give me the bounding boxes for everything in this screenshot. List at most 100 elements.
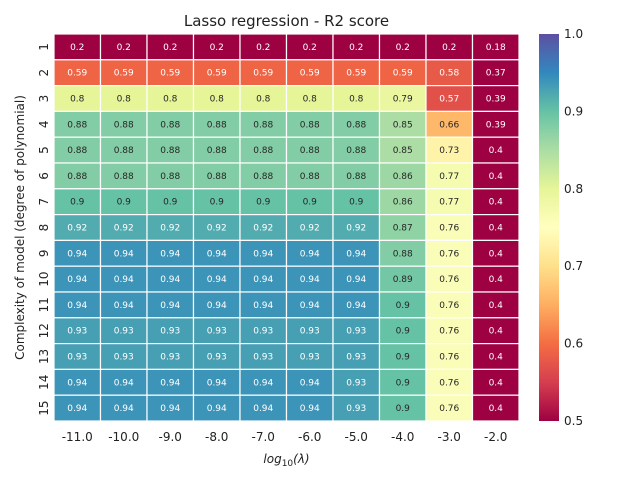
- cell-value-label: 0.88: [114, 120, 134, 130]
- heatmap-cell: [53, 110, 102, 138]
- cell-value-label: 0.9: [70, 198, 85, 208]
- cell-value-label: 0.86: [393, 198, 413, 208]
- cell-value-label: 0.94: [253, 249, 273, 259]
- chart-title: Lasso regression - R2 score: [184, 12, 389, 30]
- cell-value-label: 0.9: [210, 198, 225, 208]
- heatmap-cell: [239, 214, 288, 242]
- cell-value-label: 0.79: [393, 95, 413, 105]
- heatmap-cell: [471, 291, 520, 319]
- heatmap-cell: [146, 162, 195, 190]
- cell-value-label: 0.94: [300, 275, 320, 285]
- cell-value-label: 0.94: [160, 249, 180, 259]
- y-tick-label: 6: [37, 172, 51, 180]
- heatmap-cell: [425, 162, 474, 190]
- heatmap-cell: [285, 136, 334, 164]
- cell-value-label: 0.94: [253, 378, 273, 388]
- y-tick-label: 4: [37, 120, 51, 128]
- y-tick-label: 12: [37, 323, 51, 338]
- cell-value-label: 0.94: [300, 301, 320, 311]
- heatmap-cells: 0.2 0.2 0.2 0.2 0.2 0.2 0.2 0.2 0.2 0.18 0.59 0.59 0…: [53, 33, 520, 422]
- cell-value-label: 0.4: [489, 353, 504, 363]
- heatmap-cell: [378, 291, 427, 319]
- cell-value-label: 0.92: [160, 224, 180, 234]
- heatmap-cell: [471, 59, 520, 87]
- heatmap-cell: [378, 394, 427, 422]
- cell-value-label: 0.8: [256, 95, 271, 105]
- cell-value-label: 0.94: [67, 378, 87, 388]
- cell-value-label: 0.93: [253, 353, 273, 363]
- x-tick-label: -9.0: [159, 430, 182, 444]
- y-tick-label: 1: [37, 43, 51, 51]
- cell-value-label: 0.2: [442, 43, 456, 53]
- cell-value-label: 0.93: [300, 353, 320, 363]
- cell-value-label: 0.93: [346, 378, 366, 388]
- cell-value-label: 0.4: [489, 224, 504, 234]
- heatmap-cell: [99, 368, 148, 396]
- cell-value-label: 0.76: [439, 353, 459, 363]
- y-tick-label: 3: [37, 95, 51, 103]
- heatmap-cell: [378, 343, 427, 371]
- y-tick-label: 13: [37, 349, 51, 364]
- heatmap-cell: [285, 317, 334, 345]
- cell-value-label: 0.76: [439, 249, 459, 259]
- y-tick-label: 14: [37, 375, 51, 390]
- cell-value-label: 0.94: [114, 404, 134, 414]
- cell-value-label: 0.93: [346, 327, 366, 337]
- heatmap-cell: [425, 368, 474, 396]
- cell-value-label: 0.8: [163, 95, 178, 105]
- y-tick-label: 9: [37, 249, 51, 257]
- heatmap-cell: [425, 265, 474, 293]
- cell-value-label: 0.2: [70, 43, 84, 53]
- cell-value-label: 0.93: [160, 353, 180, 363]
- cell-value-label: 0.37: [486, 69, 506, 79]
- heatmap-cell: [99, 394, 148, 422]
- heatmap-cell: [425, 239, 474, 267]
- cell-value-label: 0.88: [393, 249, 413, 259]
- heatmap-cell: [53, 368, 102, 396]
- heatmap-cell: [378, 136, 427, 164]
- heatmap-cell: [285, 59, 334, 87]
- cell-value-label: 0.8: [210, 95, 225, 105]
- cell-value-label: 0.88: [346, 172, 366, 182]
- heatmap-cell: [99, 317, 148, 345]
- colorbar-tick-label: 0.9: [564, 104, 583, 118]
- x-tick-label: -10.0: [108, 430, 139, 444]
- cell-value-label: 0.9: [256, 198, 271, 208]
- heatmap-cell: [378, 214, 427, 242]
- cell-value-label: 0.76: [439, 275, 459, 285]
- cell-value-label: 0.88: [160, 172, 180, 182]
- cell-value-label: 0.88: [300, 146, 320, 156]
- cell-value-label: 0.88: [253, 120, 273, 130]
- heatmap-cell: [192, 214, 241, 242]
- heatmap-cell: [53, 33, 102, 61]
- y-tick-label: 15: [37, 400, 51, 415]
- cell-value-label: 0.59: [300, 69, 320, 79]
- cell-value-label: 0.94: [67, 301, 87, 311]
- cell-value-label: 0.4: [489, 301, 504, 311]
- cell-value-label: 0.88: [253, 172, 273, 182]
- colorbar-tick-label: 1.0: [564, 27, 583, 41]
- cell-value-label: 0.88: [346, 120, 366, 130]
- cell-value-label: 0.76: [439, 404, 459, 414]
- heatmap-cell: [332, 59, 381, 87]
- y-tick-label: 7: [37, 198, 51, 206]
- heatmap-cell: [192, 291, 241, 319]
- cell-value-label: 0.94: [114, 301, 134, 311]
- cell-value-label: 0.92: [300, 224, 320, 234]
- heatmap-cell: [99, 59, 148, 87]
- y-tick-label: 5: [37, 146, 51, 154]
- cell-value-label: 0.8: [70, 95, 85, 105]
- x-tick-label: -7.0: [252, 430, 275, 444]
- heatmap-cell: [99, 239, 148, 267]
- cell-value-label: 0.9: [396, 378, 411, 388]
- cell-value-label: 0.93: [67, 327, 87, 337]
- cell-value-label: 0.4: [489, 275, 504, 285]
- heatmap-cell: [332, 239, 381, 267]
- cell-value-label: 0.92: [253, 224, 273, 234]
- heatmap-cell: [332, 394, 381, 422]
- heatmap-cell: [332, 214, 381, 242]
- cell-value-label: 0.8: [349, 95, 364, 105]
- heatmap-cell: [471, 265, 520, 293]
- heatmap-cell: [425, 343, 474, 371]
